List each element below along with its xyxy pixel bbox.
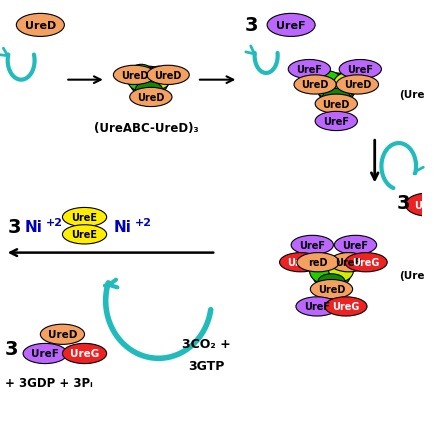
Ellipse shape (334, 236, 376, 255)
Text: reD: reD (307, 258, 327, 268)
Ellipse shape (405, 194, 438, 217)
Text: UreD: UreD (301, 80, 328, 90)
Text: Ni: Ni (113, 220, 131, 235)
Text: 3: 3 (5, 339, 18, 358)
Text: UreD: UreD (48, 329, 77, 339)
Text: UreD: UreD (154, 71, 181, 81)
Ellipse shape (314, 95, 357, 114)
Ellipse shape (309, 257, 337, 284)
Ellipse shape (62, 208, 106, 227)
Text: UreD: UreD (137, 93, 164, 103)
Text: UreG: UreG (352, 258, 379, 268)
Ellipse shape (311, 259, 350, 290)
Ellipse shape (344, 253, 386, 272)
Ellipse shape (147, 66, 189, 85)
Ellipse shape (314, 112, 357, 131)
Text: 3: 3 (8, 218, 21, 237)
Ellipse shape (339, 60, 381, 80)
Ellipse shape (135, 82, 162, 98)
Text: UreD: UreD (317, 284, 344, 294)
Ellipse shape (113, 66, 155, 85)
Text: UreB: UreB (335, 258, 361, 268)
Text: Ni: Ni (25, 220, 43, 235)
Ellipse shape (336, 76, 378, 95)
Ellipse shape (62, 344, 106, 364)
Ellipse shape (295, 297, 337, 316)
Text: UreG: UreG (70, 349, 99, 359)
Text: UreF: UreF (31, 349, 59, 359)
Text: UreF: UreF (346, 65, 372, 75)
Text: UreF: UreF (342, 240, 367, 251)
Text: UreE: UreE (71, 212, 97, 223)
Text: UreF: UreF (296, 65, 321, 75)
Ellipse shape (146, 67, 171, 90)
Text: + 3GDP + 3Pᵢ: + 3GDP + 3Pᵢ (5, 376, 92, 389)
Ellipse shape (293, 76, 336, 95)
Ellipse shape (127, 65, 155, 92)
Ellipse shape (16, 14, 64, 37)
Text: (Ure: (Ure (398, 270, 423, 280)
Ellipse shape (288, 60, 330, 80)
Ellipse shape (316, 74, 355, 104)
Ellipse shape (40, 325, 85, 345)
Ellipse shape (23, 344, 67, 364)
Ellipse shape (328, 259, 353, 282)
Text: UreD: UreD (120, 71, 148, 81)
Ellipse shape (322, 89, 349, 104)
Text: (Ure: (Ure (398, 90, 423, 100)
Ellipse shape (332, 74, 357, 97)
Text: UreG: UreG (332, 302, 359, 312)
Text: UreF: UreF (304, 302, 329, 312)
Text: UreE: UreE (71, 230, 97, 240)
Ellipse shape (279, 253, 321, 272)
Text: UreF: UreF (299, 240, 325, 251)
Text: UreG: UreG (286, 258, 314, 268)
Text: (UreABC-UreD)₃: (UreABC-UreD)₃ (94, 122, 198, 134)
Ellipse shape (317, 274, 344, 290)
Text: UreF: UreF (322, 117, 349, 127)
Ellipse shape (129, 67, 168, 98)
Ellipse shape (329, 253, 367, 272)
Ellipse shape (296, 253, 339, 272)
Ellipse shape (324, 297, 366, 316)
Ellipse shape (266, 14, 314, 37)
Text: 3: 3 (396, 194, 410, 213)
Text: UreF: UreF (276, 21, 305, 31)
Text: UreG: UreG (413, 200, 438, 210)
Ellipse shape (314, 72, 342, 99)
Text: +2: +2 (134, 217, 151, 227)
Text: UreD: UreD (322, 99, 349, 110)
Text: UreD: UreD (25, 21, 56, 31)
Text: 3: 3 (244, 16, 258, 35)
Ellipse shape (310, 280, 352, 299)
Text: 3CO₂ +: 3CO₂ + (182, 338, 230, 350)
Ellipse shape (129, 88, 172, 107)
Text: +2: +2 (46, 217, 63, 227)
Ellipse shape (290, 236, 332, 255)
Text: UreD: UreD (343, 80, 370, 90)
Text: 3GTP: 3GTP (188, 359, 224, 372)
Ellipse shape (62, 225, 106, 244)
